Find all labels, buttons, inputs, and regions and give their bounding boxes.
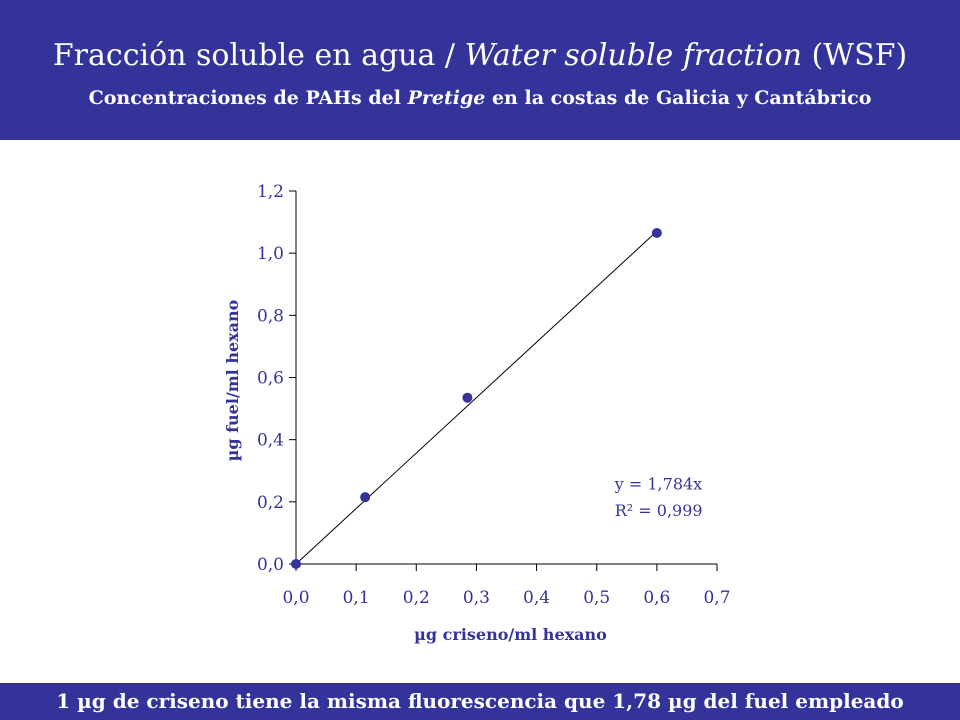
- subtitle-start: Concentraciones de PAHs del: [88, 87, 408, 109]
- y-tick-label: 0,0: [257, 555, 284, 575]
- x-tick-label: 0,4: [523, 588, 550, 608]
- trendline-group: [295, 230, 658, 565]
- y-tick-label: 0,6: [257, 369, 284, 389]
- x-tick-label: 0,2: [403, 588, 430, 608]
- trendline: [295, 230, 658, 565]
- footer-banner: 1 µg de criseno tiene la misma fluoresce…: [0, 683, 960, 720]
- data-point: [291, 559, 301, 569]
- title-acronym: (WSF): [802, 38, 908, 73]
- chart-ticks: 0,0 0,2 0,4 0,6 0,8 1,0 1,2 0,0 0,1 0,2 0,3 0,4 0,5 0…: [257, 182, 731, 608]
- r-squared-annotation: R² = 0,999: [615, 501, 703, 520]
- x-tick-label: 0,0: [282, 588, 309, 608]
- title-spanish: Fracción soluble en agua /: [52, 38, 465, 73]
- y-tick-label: 0,2: [257, 493, 284, 513]
- data-point: [462, 392, 473, 403]
- y-axis-label: µg fuel/ml hexano: [223, 299, 242, 461]
- y-tick-label: 0,4: [257, 431, 284, 451]
- footer-conclusion: 1 µg de criseno tiene la misma fluoresce…: [56, 689, 904, 713]
- subtitle-end: en la costas de Galicia y Cantábrico: [485, 87, 872, 109]
- x-tick-label: 0,7: [703, 588, 730, 608]
- y-tick-label: 0,8: [257, 306, 284, 326]
- page-title: Fracción soluble en agua / Water soluble…: [0, 38, 960, 73]
- x-tick-label: 0,1: [343, 588, 370, 608]
- title-english: Water soluble fraction: [464, 38, 802, 73]
- data-point: [651, 227, 662, 238]
- x-tick-label: 0,5: [583, 588, 610, 608]
- page-subtitle: Concentraciones de PAHs del Pretige en l…: [0, 87, 960, 109]
- x-tick-label: 0,6: [643, 588, 670, 608]
- equation-annotation: y = 1,784x: [614, 474, 702, 493]
- x-axis-label: µg criseno/ml hexano: [414, 625, 607, 644]
- y-tick-label: 1,0: [257, 244, 284, 264]
- x-tick-label: 0,3: [463, 588, 490, 608]
- data-points: [291, 227, 662, 569]
- header-banner: Fracción soluble en agua / Water soluble…: [0, 0, 960, 140]
- y-tick-label: 1,2: [257, 182, 284, 202]
- subtitle-vessel-name: Pretige: [407, 87, 486, 109]
- data-point: [360, 492, 371, 503]
